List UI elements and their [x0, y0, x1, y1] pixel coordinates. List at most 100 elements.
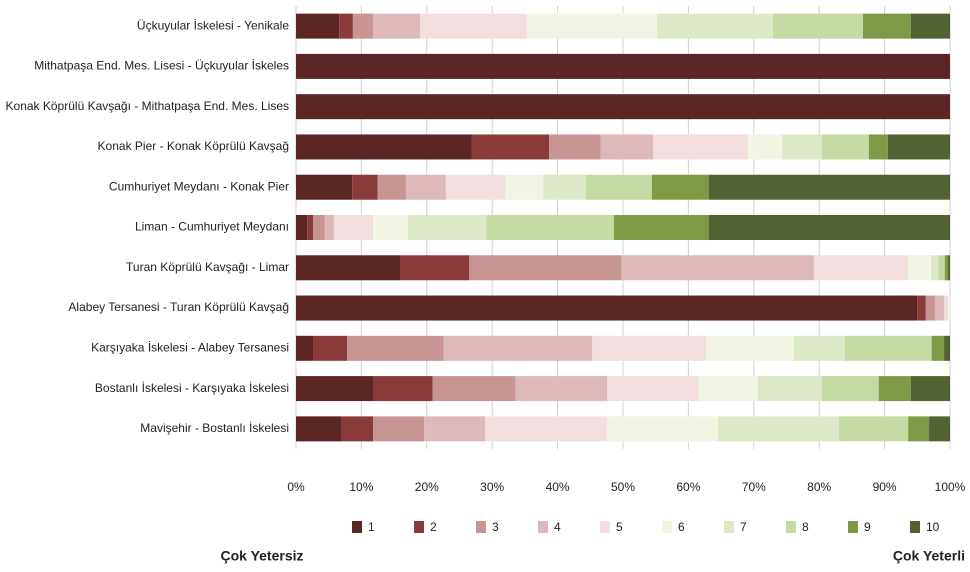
y-tick-label: Mavişehir - Bostanlı İskelesi: [140, 421, 289, 435]
bar-segment: [944, 335, 950, 361]
bar-segment: [908, 416, 930, 442]
bar-segment: [486, 215, 614, 240]
legend-label: 8: [802, 520, 809, 534]
x-tick-label: 50%: [611, 480, 635, 494]
bar-segment: [424, 416, 486, 442]
x-tick-label: 60%: [676, 480, 700, 494]
legend-swatch: [476, 521, 486, 533]
bar-segment: [443, 335, 593, 361]
bar-segment: [944, 255, 949, 281]
bar-segment: [793, 335, 845, 361]
bar-segment: [432, 376, 516, 402]
bar-segment: [296, 376, 374, 402]
bar-segment: [948, 255, 950, 281]
bar-segment: [526, 13, 658, 39]
bar-segment: [324, 215, 334, 240]
legend-swatch: [724, 521, 734, 533]
legend-label: 9: [864, 520, 871, 534]
bar-segment: [445, 174, 506, 200]
bar-segment: [296, 295, 918, 321]
bar-segment: [863, 13, 911, 39]
x-tick-label: 10%: [349, 480, 373, 494]
bar-segment: [781, 134, 822, 160]
legend-label: 5: [616, 520, 623, 534]
bar-segment: [420, 13, 527, 39]
bar-segment: [296, 255, 400, 281]
bar-segment: [352, 174, 378, 200]
bar-segment: [347, 335, 444, 361]
x-tick-label: 30%: [480, 480, 504, 494]
bar-segment: [821, 376, 879, 402]
bar-segment: [296, 215, 308, 240]
bar-segment: [339, 13, 353, 39]
bar-segment: [910, 376, 950, 402]
y-tick-label: Bostanlı İskelesi - Karşıyaka İskelesi: [95, 381, 289, 395]
bar-segment: [944, 295, 949, 321]
bar-segment: [887, 134, 950, 160]
bar-segment: [757, 376, 822, 402]
x-tick-label: 80%: [807, 480, 831, 494]
bar-segment: [373, 215, 408, 240]
x-tick-label: 40%: [546, 480, 570, 494]
bar-segment: [929, 416, 950, 442]
annotation-left: Çok Yetersiz: [220, 548, 303, 564]
x-tick-label: 70%: [742, 480, 766, 494]
y-tick-label: Turan Köprülü Kavşağı - Limar: [126, 260, 289, 274]
y-tick-label: Alabey Tersanesi - Turan Köprülü Kavşağ: [68, 300, 289, 314]
y-tick-label: Cumhuriyet Meydanı - Konak Pier: [109, 179, 289, 193]
x-tick-label: 100%: [935, 480, 966, 494]
bar-segment: [296, 174, 353, 200]
bar-segment: [653, 134, 748, 160]
legend-label: 6: [678, 520, 685, 534]
legend-swatch: [848, 521, 858, 533]
bar-segment: [838, 416, 909, 442]
y-tick-label: Liman - Cumhuriyet Meydanı: [135, 220, 289, 234]
bar-segment: [657, 13, 773, 39]
legend-swatch: [600, 521, 610, 533]
legend-swatch: [538, 521, 548, 533]
bar-segment: [592, 335, 707, 361]
y-tick-label: Mithatpaşa End. Mes. Lisesi - Üçkuyular …: [34, 59, 289, 73]
bar-segment: [948, 295, 950, 321]
bar-segment: [296, 94, 950, 120]
legend-label: 3: [492, 520, 499, 534]
bar-segment: [925, 295, 935, 321]
bar-segment: [399, 255, 470, 281]
bar-segment: [708, 215, 950, 240]
bar-segment: [469, 255, 622, 281]
bar-segment: [708, 174, 950, 200]
bar-segment: [296, 53, 950, 79]
bar-segment: [607, 376, 699, 402]
bar-segment: [706, 335, 794, 361]
x-tick-label: 0%: [287, 480, 305, 494]
bar-segment: [938, 255, 945, 281]
bar-segment: [613, 215, 709, 240]
bar-segment: [844, 335, 932, 361]
legend-swatch: [414, 521, 424, 533]
legend-label: 2: [430, 520, 437, 534]
bar-segment: [296, 335, 314, 361]
bar-segment: [352, 13, 374, 39]
bar-segment: [333, 215, 374, 240]
bar-segment: [296, 416, 342, 442]
bar-segment: [485, 416, 608, 442]
bar-segment: [471, 134, 550, 160]
bar-segment: [373, 416, 425, 442]
bar-segment: [407, 215, 487, 240]
legend-swatch: [352, 521, 362, 533]
legend-swatch: [910, 521, 920, 533]
bar-segment: [607, 416, 718, 442]
bar-segment: [377, 174, 406, 200]
bar-segment: [341, 416, 374, 442]
legend-label: 10: [926, 520, 940, 534]
bar-segment: [549, 134, 601, 160]
legend-label: 4: [554, 520, 561, 534]
bar-segment: [878, 376, 911, 402]
bar-segment: [698, 376, 758, 402]
bar-segment: [296, 13, 340, 39]
bar-segment: [931, 255, 939, 281]
bar-segment: [307, 215, 314, 240]
y-tick-label: Konak Köprülü Kavşağı - Mithatpaşa End. …: [6, 99, 289, 113]
bar-segment: [296, 134, 472, 160]
bar-segment: [543, 174, 586, 200]
